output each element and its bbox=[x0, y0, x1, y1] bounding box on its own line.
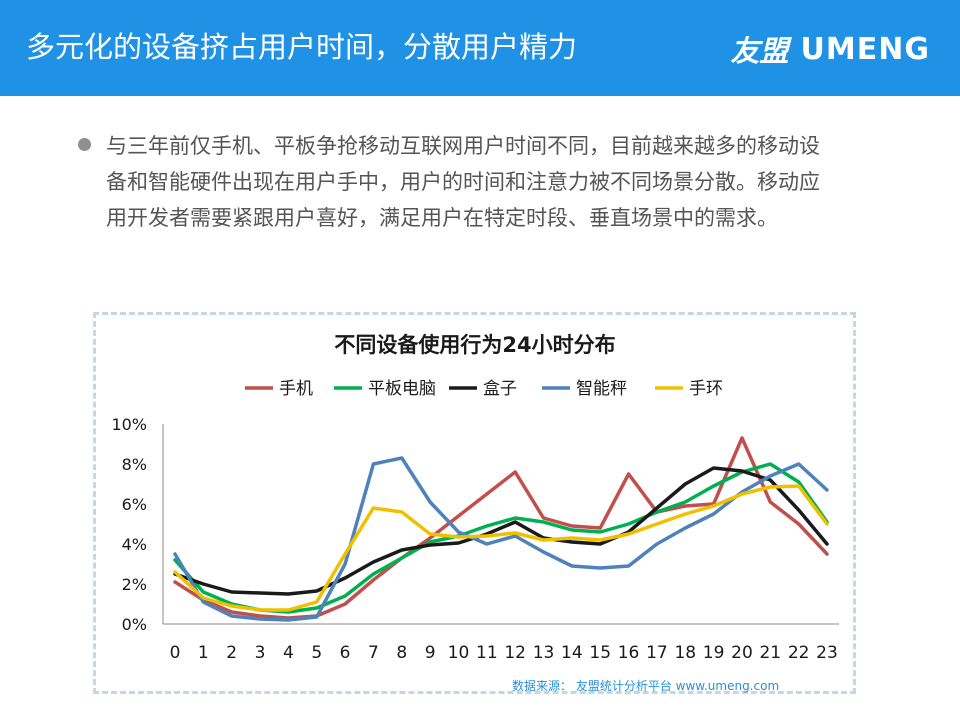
x-tick-label: 6 bbox=[340, 643, 351, 663]
y-tick-label: 0% bbox=[122, 615, 147, 634]
chart-frame bbox=[93, 312, 856, 694]
legend-label: 盒子 bbox=[483, 379, 517, 399]
chart-title: 不同设备使用行为24小时分布 bbox=[334, 333, 615, 357]
umeng-logo: 友盟 UMENG bbox=[731, 28, 930, 70]
legend-item: 手环 bbox=[655, 379, 723, 399]
bullet-dot-icon bbox=[78, 138, 91, 151]
y-tick-label: 6% bbox=[122, 495, 147, 514]
x-tick-label: 18 bbox=[674, 643, 696, 663]
logo-cn-text: 友盟 bbox=[730, 34, 789, 68]
legend-label: 智能秤 bbox=[576, 379, 627, 399]
x-tick-label: 3 bbox=[255, 643, 266, 663]
logo-en-text: UMENG bbox=[800, 31, 930, 67]
x-tick-label: 13 bbox=[533, 643, 555, 663]
x-tick-label: 11 bbox=[476, 643, 498, 663]
y-axis: 0% 2% 4% 6% 8% 10% bbox=[111, 415, 164, 634]
legend-label: 手机 bbox=[279, 379, 313, 399]
series-line bbox=[173, 484, 829, 612]
legend-label: 手环 bbox=[689, 379, 723, 399]
x-tick-label: 0 bbox=[170, 643, 181, 663]
x-tick-label: 7 bbox=[368, 643, 379, 663]
x-tick-label: 5 bbox=[311, 643, 322, 663]
x-tick-label: 16 bbox=[618, 643, 640, 663]
x-tick-label: 8 bbox=[396, 643, 407, 663]
header-bar: 多元化的设备挤占用户时间，分散用户精力 友盟 UMENG bbox=[0, 0, 960, 96]
x-tick-label: 1 bbox=[198, 643, 209, 663]
x-tick-label: 21 bbox=[759, 643, 781, 663]
legend-item: 智能秤 bbox=[542, 379, 627, 399]
line-chart: 不同设备使用行为24小时分布 手机 平板电脑 盒子 智能秤 手环 0% 2% 4% 6% 8% 1… bbox=[111, 333, 839, 663]
legend-label: 平板电脑 bbox=[368, 379, 436, 399]
series-line bbox=[173, 436, 829, 620]
x-tick-label: 19 bbox=[703, 643, 725, 663]
x-axis: 0 1 2 3 4 5 6 7 8 9 10 11 12 13 14 15 16 17 18 19 20 21 22 23 bbox=[163, 623, 839, 663]
legend-item: 手机 bbox=[245, 379, 313, 399]
legend-item: 盒子 bbox=[449, 379, 517, 399]
page-title: 多元化的设备挤占用户时间，分散用户精力 bbox=[26, 30, 578, 64]
chart-legend: 手机 平板电脑 盒子 智能秤 手环 bbox=[245, 379, 723, 399]
x-tick-label: 17 bbox=[646, 643, 668, 663]
legend-item: 平板电脑 bbox=[334, 379, 436, 399]
x-tick-label: 22 bbox=[788, 643, 810, 663]
y-tick-label: 8% bbox=[122, 455, 147, 474]
x-tick-label: 4 bbox=[283, 643, 294, 663]
x-tick-label: 10 bbox=[448, 643, 470, 663]
data-source-note: 数据来源： 友盟统计分析平台 www.umeng.com bbox=[512, 679, 780, 693]
series-line bbox=[173, 456, 829, 622]
x-tick-label: 23 bbox=[816, 643, 838, 663]
y-tick-label: 2% bbox=[122, 575, 147, 594]
series-line bbox=[173, 466, 829, 596]
x-tick-label: 12 bbox=[504, 643, 526, 663]
x-tick-label: 20 bbox=[731, 643, 753, 663]
x-tick-label: 2 bbox=[226, 643, 237, 663]
x-tick-label: 15 bbox=[589, 643, 611, 663]
y-tick-label: 10% bbox=[111, 415, 147, 434]
series-lines bbox=[173, 436, 829, 622]
bullet-text: 与三年前仅手机、平板争抢移动互联网用户时间不同，目前越来越多的移动设备和智能硬件… bbox=[106, 134, 820, 230]
x-tick-label: 9 bbox=[425, 643, 436, 663]
series-line bbox=[173, 462, 829, 614]
y-tick-label: 4% bbox=[122, 535, 147, 554]
x-tick-label: 14 bbox=[561, 643, 583, 663]
